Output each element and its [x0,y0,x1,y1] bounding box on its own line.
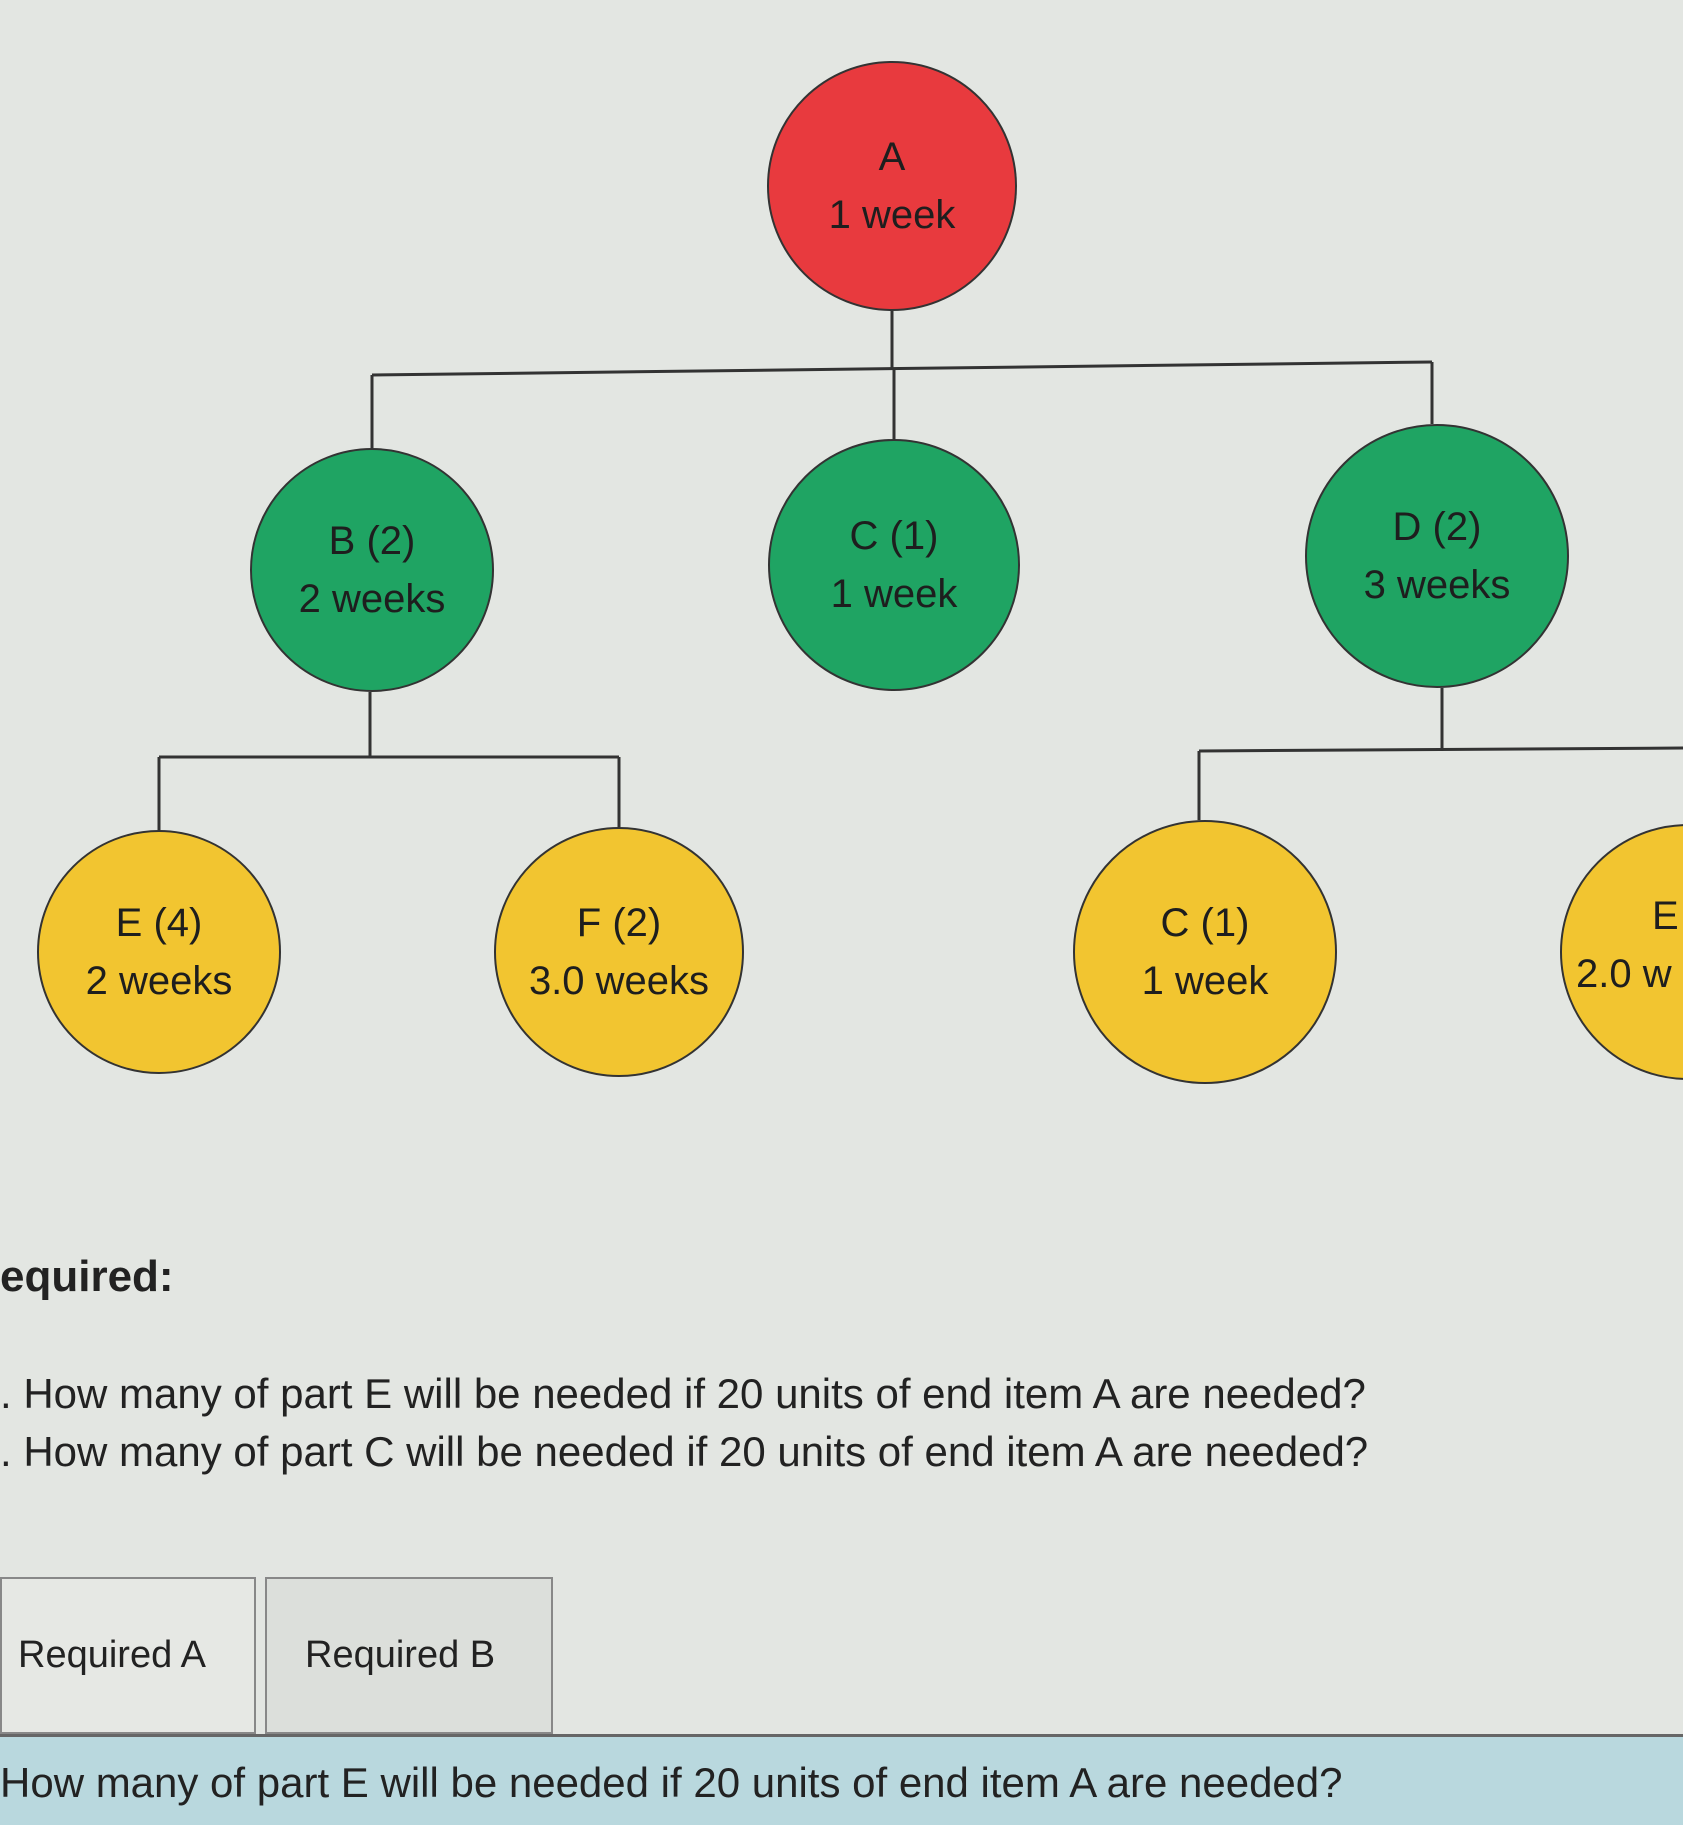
connector-line [1198,746,1683,753]
tab-required-b[interactable]: Required B [265,1577,553,1734]
node-label: D (2) [1392,505,1482,549]
node-label: B (2) [328,519,416,563]
answer-prompt: How many of part E will be needed if 20 … [0,1759,1343,1806]
node-c-under-d: C (1) 1 week [1073,820,1337,1084]
node-label: A [878,135,906,179]
node-f: F (2) 3.0 weeks [494,827,744,1077]
node-e-under-d-circle [1560,824,1683,1080]
node-label: C (1) [1160,901,1250,945]
node-c: C (1) 1 week [768,439,1020,691]
question-a: . How many of part E will be needed if 2… [0,1370,1366,1417]
node-a: A 1 week [767,61,1017,311]
tab-label: Required A [18,1634,207,1676]
tab-label: Required B [305,1634,496,1676]
node-lead-time: 1 week [830,572,958,616]
node-lead-time: 2 weeks [298,577,446,621]
tree-connectors [157,311,1683,1080]
node-lead-time: 2.0 w [1576,952,1672,996]
node-label: F (2) [576,901,662,945]
node-lead-time: 2 weeks [85,959,233,1003]
node-lead-time: 3.0 weeks [528,959,710,1003]
tab-required-a[interactable]: Required A [0,1577,256,1734]
node-lead-time: 1 week [828,193,956,237]
node-d: D (2) 3 weeks [1305,424,1569,688]
node-e-under-d: E 2.0 w [1576,887,1681,1003]
node-e: E (4) 2 weeks [37,830,281,1074]
node-label: E [1652,894,1679,938]
answer-panel: How many of part E will be needed if 20 … [0,1734,1683,1825]
node-label: C (1) [849,514,939,558]
question-b: . How many of part C will be needed if 2… [0,1428,1369,1475]
connector-line [371,360,1433,377]
node-b: B (2) 2 weeks [250,448,494,692]
required-heading: equired: [0,1252,174,1301]
node-label: E (4) [115,901,203,945]
node-lead-time: 3 weeks [1363,563,1511,607]
node-lead-time: 1 week [1141,959,1269,1003]
